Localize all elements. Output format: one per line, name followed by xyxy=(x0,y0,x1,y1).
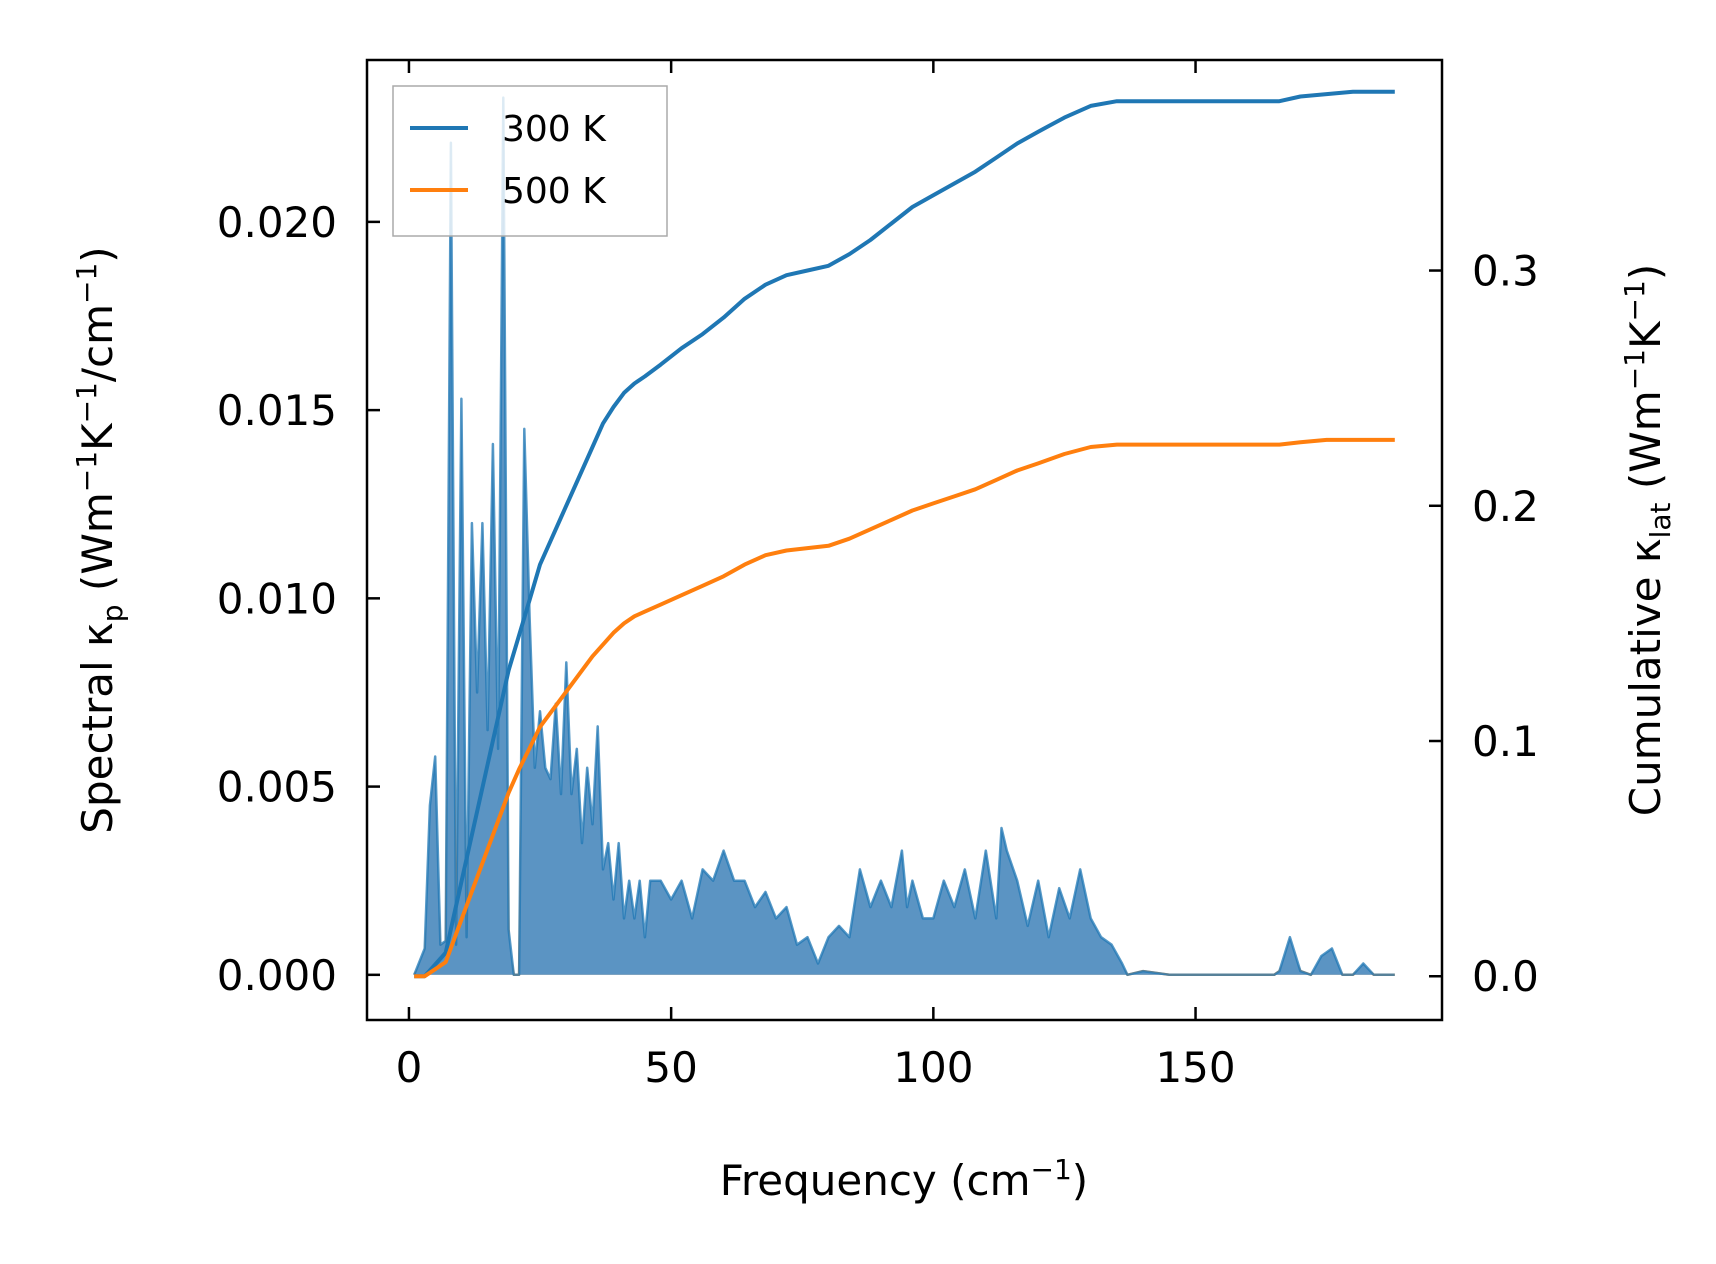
x-tick-label: 150 xyxy=(1155,1043,1235,1092)
y-left-tick-label: 0.010 xyxy=(217,574,337,623)
y-axis-right-label: Cumulative κlat (Wm−1K−1) xyxy=(1618,264,1677,816)
x-axis-label: Frequency (cm−1) xyxy=(720,1153,1088,1205)
y-axis-left-label: Spectral κp (Wm−1K−1/cm−1) xyxy=(70,246,129,833)
x-tick-label: 100 xyxy=(893,1043,973,1092)
x-tick-label: 50 xyxy=(644,1043,697,1092)
y-left-tick-label: 0.020 xyxy=(217,198,337,247)
y-right-tick-label: 0.1 xyxy=(1472,717,1539,766)
ticks-group: 0 50 100 150 0.000 0.005 0.010 0.015 0.020 0.0 0.1… xyxy=(217,60,1539,1092)
y-right-tick-label: 0.3 xyxy=(1472,247,1539,296)
y-right-tick-label: 0.0 xyxy=(1472,952,1539,1001)
y-right-tick-label: 0.2 xyxy=(1472,482,1539,531)
legend-label-500K: 500 K xyxy=(502,171,607,212)
legend: 300 K 500 K xyxy=(392,85,668,237)
x-tick-label: 0 xyxy=(396,1043,423,1092)
spectral-fill-group xyxy=(413,96,1395,977)
y-left-tick-label: 0.000 xyxy=(217,951,337,1000)
plot-frame xyxy=(365,58,1444,1022)
spectral-line-300K xyxy=(413,96,1395,977)
legend-box xyxy=(392,85,668,237)
y-left-tick-label: 0.015 xyxy=(217,386,337,435)
y-left-tick-label: 0.005 xyxy=(217,763,337,812)
legend-label-300K: 300 K xyxy=(502,109,607,150)
cumulative-line-500K xyxy=(414,437,1395,979)
series-lines-group xyxy=(414,89,1395,979)
cumulative-line-300K xyxy=(414,89,1395,979)
